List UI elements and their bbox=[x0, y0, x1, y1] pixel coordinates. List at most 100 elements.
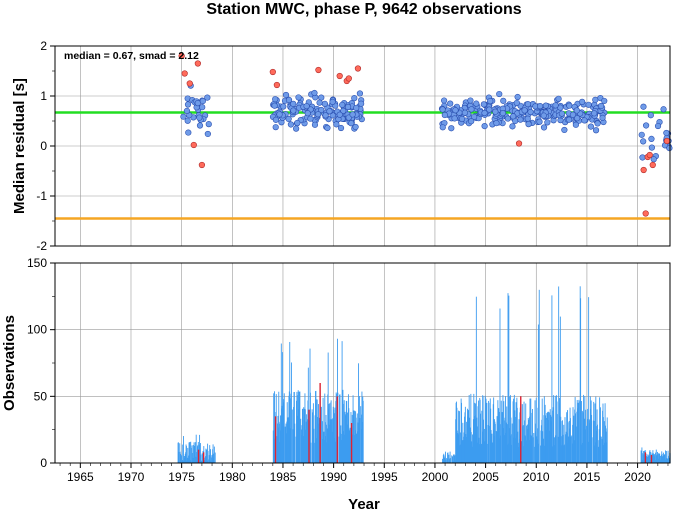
observation-bar bbox=[567, 410, 568, 463]
observation-bar bbox=[302, 408, 304, 463]
residual-point bbox=[492, 108, 499, 115]
residual-point bbox=[540, 112, 547, 119]
observation-outlier-bar bbox=[650, 455, 653, 463]
observation-bar bbox=[591, 437, 593, 463]
observation-bar bbox=[575, 426, 577, 463]
observation-bar bbox=[310, 442, 312, 463]
residual-point bbox=[293, 125, 300, 132]
observation-bar bbox=[500, 400, 502, 463]
observation-bar bbox=[352, 395, 354, 463]
residual-point bbox=[358, 100, 365, 107]
residual-point bbox=[648, 144, 655, 151]
observation-bar bbox=[580, 298, 582, 463]
observations-y-tick-label: 50 bbox=[34, 389, 48, 403]
observation-bar bbox=[506, 424, 508, 463]
residual-y-tick-label: 2 bbox=[40, 39, 47, 53]
residual-point bbox=[558, 110, 565, 117]
observation-bar bbox=[657, 453, 659, 463]
residual-point bbox=[639, 154, 646, 161]
residual-point bbox=[196, 122, 204, 129]
observation-bar bbox=[599, 397, 601, 463]
residual-point bbox=[294, 119, 301, 127]
residual-point bbox=[597, 102, 605, 110]
residual-outlier-point bbox=[315, 66, 322, 74]
residual-point bbox=[185, 129, 192, 136]
residual-point bbox=[276, 111, 283, 118]
residual-point bbox=[493, 120, 500, 127]
residual-outlier-point bbox=[640, 166, 647, 174]
observation-bar bbox=[209, 445, 211, 463]
observation-bar bbox=[180, 453, 182, 463]
residual-point bbox=[196, 114, 203, 121]
residual-point bbox=[204, 94, 211, 101]
observation-bar bbox=[551, 410, 553, 463]
observation-bar bbox=[484, 395, 486, 463]
observation-bar bbox=[563, 424, 565, 463]
residual-outlier-point bbox=[663, 137, 671, 145]
residual-point bbox=[321, 100, 328, 108]
residual-point bbox=[561, 126, 568, 134]
residual-point bbox=[461, 109, 469, 116]
observation-bar bbox=[290, 362, 292, 463]
observation-bar bbox=[493, 397, 495, 463]
observation-outlier-bar bbox=[308, 409, 310, 463]
observation-bar bbox=[322, 397, 324, 463]
observation-bar bbox=[449, 451, 451, 463]
observation-bar bbox=[541, 398, 543, 463]
observation-bar bbox=[594, 403, 596, 463]
observation-bar bbox=[475, 296, 477, 463]
stats-annotation: median = 0.67, smad = 2.12 bbox=[64, 50, 199, 62]
x-tick-label: 2010 bbox=[523, 470, 550, 484]
residual-panel: -2 -1 0 1 2 median = 0.67, smad = 2.12 Media… bbox=[11, 39, 673, 253]
observation-bar bbox=[187, 447, 189, 463]
residual-point bbox=[324, 124, 331, 132]
observation-outlier-bar bbox=[644, 452, 647, 463]
observation-bar bbox=[287, 417, 289, 463]
observation-bar bbox=[324, 393, 326, 463]
residual-point bbox=[194, 100, 201, 107]
x-tick-label: 1975 bbox=[168, 470, 195, 484]
observation-bar bbox=[201, 453, 203, 463]
residual-point bbox=[329, 98, 336, 106]
residual-point bbox=[638, 131, 645, 138]
residual-point bbox=[285, 115, 292, 123]
observation-bar bbox=[195, 434, 197, 463]
observation-bar bbox=[486, 402, 488, 463]
residual-point bbox=[599, 114, 606, 121]
observation-bar bbox=[537, 324, 539, 463]
residual-point bbox=[592, 127, 600, 134]
residual-point bbox=[282, 91, 290, 99]
observation-bar bbox=[181, 444, 183, 463]
observation-bar bbox=[192, 445, 194, 463]
observation-bar bbox=[525, 403, 527, 463]
residual-point bbox=[566, 116, 573, 123]
observation-bar bbox=[660, 455, 661, 463]
x-tick-label: 2005 bbox=[472, 470, 499, 484]
residual-point bbox=[468, 118, 475, 125]
observation-bar bbox=[587, 419, 589, 463]
observation-bar bbox=[505, 396, 506, 463]
residual-point bbox=[204, 130, 211, 138]
residual-reference-lines bbox=[55, 111, 670, 220]
observation-bar bbox=[664, 454, 666, 463]
observation-bar bbox=[178, 451, 180, 463]
observation-bar bbox=[558, 286, 560, 463]
residual-point bbox=[287, 121, 295, 128]
observation-bar bbox=[189, 442, 191, 463]
residual-point bbox=[311, 89, 318, 97]
observation-outlier-bar bbox=[319, 383, 321, 463]
observation-bar bbox=[554, 395, 556, 463]
residual-point bbox=[336, 111, 343, 118]
residual-point bbox=[642, 122, 650, 129]
observation-bar bbox=[442, 458, 443, 463]
observation-outlier-bar bbox=[336, 396, 339, 463]
residual-point bbox=[199, 104, 206, 111]
residual-point bbox=[513, 99, 520, 107]
residual-point bbox=[290, 107, 297, 114]
residual-point bbox=[184, 101, 192, 108]
residual-point bbox=[517, 116, 524, 123]
residual-point bbox=[510, 113, 517, 120]
observation-bar bbox=[343, 400, 345, 463]
residual-point bbox=[591, 110, 598, 117]
residual-outlier-point bbox=[649, 161, 656, 169]
